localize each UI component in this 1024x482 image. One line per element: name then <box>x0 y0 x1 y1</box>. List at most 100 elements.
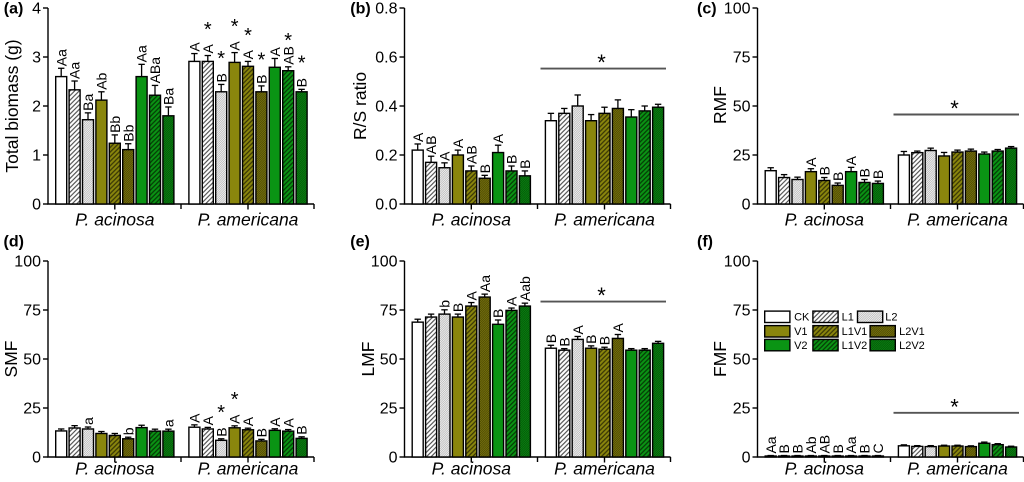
svg-text:B: B <box>213 73 229 82</box>
svg-text:A: A <box>437 151 453 161</box>
svg-text:75: 75 <box>733 50 751 67</box>
svg-text:A: A <box>280 418 296 428</box>
svg-text:Aa: Aa <box>843 436 859 453</box>
svg-text:0: 0 <box>742 197 751 214</box>
svg-text:*: * <box>204 19 212 41</box>
svg-text:A: A <box>227 414 243 424</box>
svg-text:B: B <box>450 303 466 312</box>
svg-text:Bb: Bb <box>107 116 123 133</box>
svg-text:50: 50 <box>380 352 398 369</box>
svg-text:B: B <box>830 444 846 453</box>
svg-text:100: 100 <box>724 1 751 18</box>
svg-text:a: a <box>80 417 96 425</box>
svg-text:*: * <box>284 30 292 52</box>
svg-text:(d): (d) <box>4 234 24 251</box>
svg-text:B: B <box>857 444 873 453</box>
svg-text:AB: AB <box>280 46 296 65</box>
svg-text:B: B <box>830 172 846 181</box>
svg-text:B: B <box>556 337 572 346</box>
svg-text:*: * <box>597 50 606 75</box>
svg-text:*: * <box>217 48 225 70</box>
svg-text:L2: L2 <box>885 312 897 324</box>
svg-text:A: A <box>610 323 626 333</box>
svg-text:(f): (f) <box>697 234 713 251</box>
svg-text:*: * <box>298 53 306 75</box>
svg-text:CK: CK <box>794 312 810 324</box>
svg-text:A: A <box>227 41 243 51</box>
svg-text:P. acinosa: P. acinosa <box>75 210 155 230</box>
svg-text:A: A <box>200 44 216 54</box>
svg-text:Aa: Aa <box>134 45 150 62</box>
svg-text:A: A <box>843 155 859 165</box>
svg-text:V1: V1 <box>794 326 807 338</box>
svg-text:Ab: Ab <box>803 436 819 453</box>
svg-text:*: * <box>231 389 239 411</box>
svg-text:Aa: Aa <box>477 275 493 292</box>
svg-text:RMF: RMF <box>710 86 730 124</box>
svg-text:A: A <box>200 415 216 425</box>
svg-text:Aa: Aa <box>763 436 779 453</box>
svg-text:B: B <box>213 427 229 436</box>
svg-text:A: A <box>410 132 426 142</box>
svg-text:0: 0 <box>389 450 398 467</box>
svg-text:25: 25 <box>733 148 751 165</box>
svg-text:Bb: Bb <box>120 124 136 141</box>
svg-text:L2V1: L2V1 <box>899 326 925 338</box>
svg-text:Aa: Aa <box>67 62 83 79</box>
svg-text:A: A <box>267 417 283 427</box>
svg-text:Aa: Aa <box>53 49 69 66</box>
svg-text:B: B <box>294 425 310 434</box>
svg-text:R/S ratio: R/S ratio <box>350 72 370 140</box>
svg-text:AB: AB <box>423 136 439 155</box>
svg-text:Ba: Ba <box>80 94 96 111</box>
svg-text:*: * <box>217 402 225 424</box>
svg-text:B: B <box>776 444 792 453</box>
svg-text:P. americana: P. americana <box>554 210 655 230</box>
svg-text:3: 3 <box>32 50 41 67</box>
svg-text:B: B <box>790 444 806 453</box>
svg-text:(c): (c) <box>697 0 717 17</box>
svg-text:Ab: Ab <box>94 72 110 89</box>
svg-text:a: a <box>161 419 177 427</box>
svg-text:AB: AB <box>816 435 832 454</box>
svg-text:*: * <box>950 394 959 419</box>
svg-text:A: A <box>490 133 506 143</box>
svg-text:0.4: 0.4 <box>375 99 397 116</box>
svg-text:L2V2: L2V2 <box>899 340 925 352</box>
svg-text:Ba: Ba <box>161 88 177 105</box>
svg-text:B: B <box>870 170 886 179</box>
svg-text:b: b <box>120 427 136 435</box>
svg-text:*: * <box>950 96 959 121</box>
svg-text:(a): (a) <box>4 0 24 17</box>
svg-text:L1V1: L1V1 <box>842 326 868 338</box>
svg-text:B: B <box>490 309 506 318</box>
svg-text:P. acinosa: P. acinosa <box>432 210 512 230</box>
svg-text:C: C <box>870 443 886 453</box>
svg-text:P. americana: P. americana <box>198 459 299 478</box>
svg-text:L1V2: L1V2 <box>842 340 868 352</box>
svg-text:A: A <box>240 416 256 426</box>
svg-text:0: 0 <box>32 450 41 467</box>
svg-text:0.0: 0.0 <box>375 197 397 214</box>
svg-text:0: 0 <box>32 197 41 214</box>
svg-text:B: B <box>857 168 873 177</box>
svg-text:B: B <box>254 75 270 84</box>
svg-text:B: B <box>517 160 533 169</box>
svg-text:0.2: 0.2 <box>375 148 397 165</box>
svg-text:*: * <box>258 49 266 71</box>
svg-text:0.8: 0.8 <box>375 1 397 18</box>
svg-text:P. acinosa: P. acinosa <box>75 459 155 478</box>
svg-text:50: 50 <box>23 352 41 369</box>
svg-text:2: 2 <box>32 99 41 116</box>
svg-text:P. americana: P. americana <box>554 459 655 478</box>
svg-text:P. acinosa: P. acinosa <box>785 459 865 478</box>
svg-text:75: 75 <box>733 303 751 320</box>
svg-text:0: 0 <box>742 450 751 467</box>
svg-text:*: * <box>231 16 239 38</box>
svg-text:100: 100 <box>14 254 41 271</box>
svg-text:A: A <box>450 138 466 148</box>
svg-text:P. americana: P. americana <box>198 210 299 230</box>
svg-text:A: A <box>267 46 283 56</box>
svg-text:*: * <box>244 25 252 47</box>
svg-text:25: 25 <box>380 401 398 418</box>
